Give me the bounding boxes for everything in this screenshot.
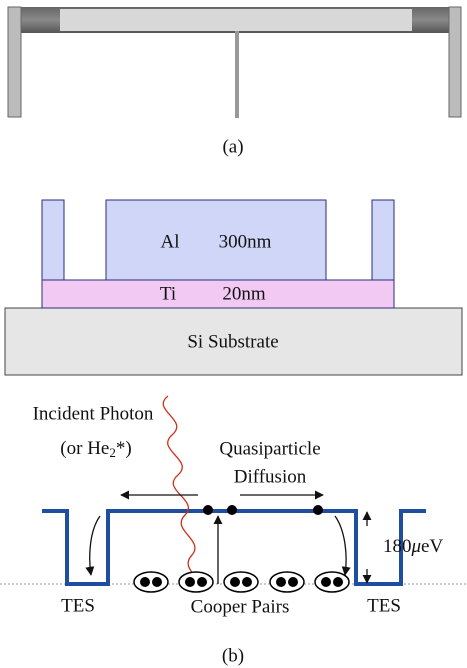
gap-label: 180μeV xyxy=(383,536,443,557)
layer-name: Al xyxy=(161,231,180,252)
tes-label: TES xyxy=(61,595,95,616)
figure: (a) Al 300nm Ti 20nm Si Substrate Incide… xyxy=(0,0,467,668)
layer-thickness: 20nm xyxy=(222,283,266,304)
micrograph xyxy=(0,0,467,118)
layer-thickness: 300nm xyxy=(219,231,272,252)
panel-label: (a) xyxy=(222,136,243,157)
layer-name: Si Substrate xyxy=(187,331,278,352)
text: eV xyxy=(421,536,443,557)
text: *) xyxy=(116,438,132,459)
cooper-pairs xyxy=(134,572,349,592)
text: 180 xyxy=(383,536,412,557)
text: (or He xyxy=(60,438,109,459)
photon-label: Incident Photon xyxy=(33,403,154,424)
panel-label: (b) xyxy=(222,645,244,666)
photon-label: (or He2*) xyxy=(60,438,131,460)
tes-label: TES xyxy=(367,595,401,616)
diffusion-label: Quasiparticle xyxy=(219,438,320,459)
text: μ xyxy=(411,536,422,557)
diffusion-label: Diffusion xyxy=(234,466,307,487)
photon-path xyxy=(163,396,196,585)
cooper-label: Cooper Pairs xyxy=(191,596,290,617)
layer-name: Ti xyxy=(160,283,176,304)
